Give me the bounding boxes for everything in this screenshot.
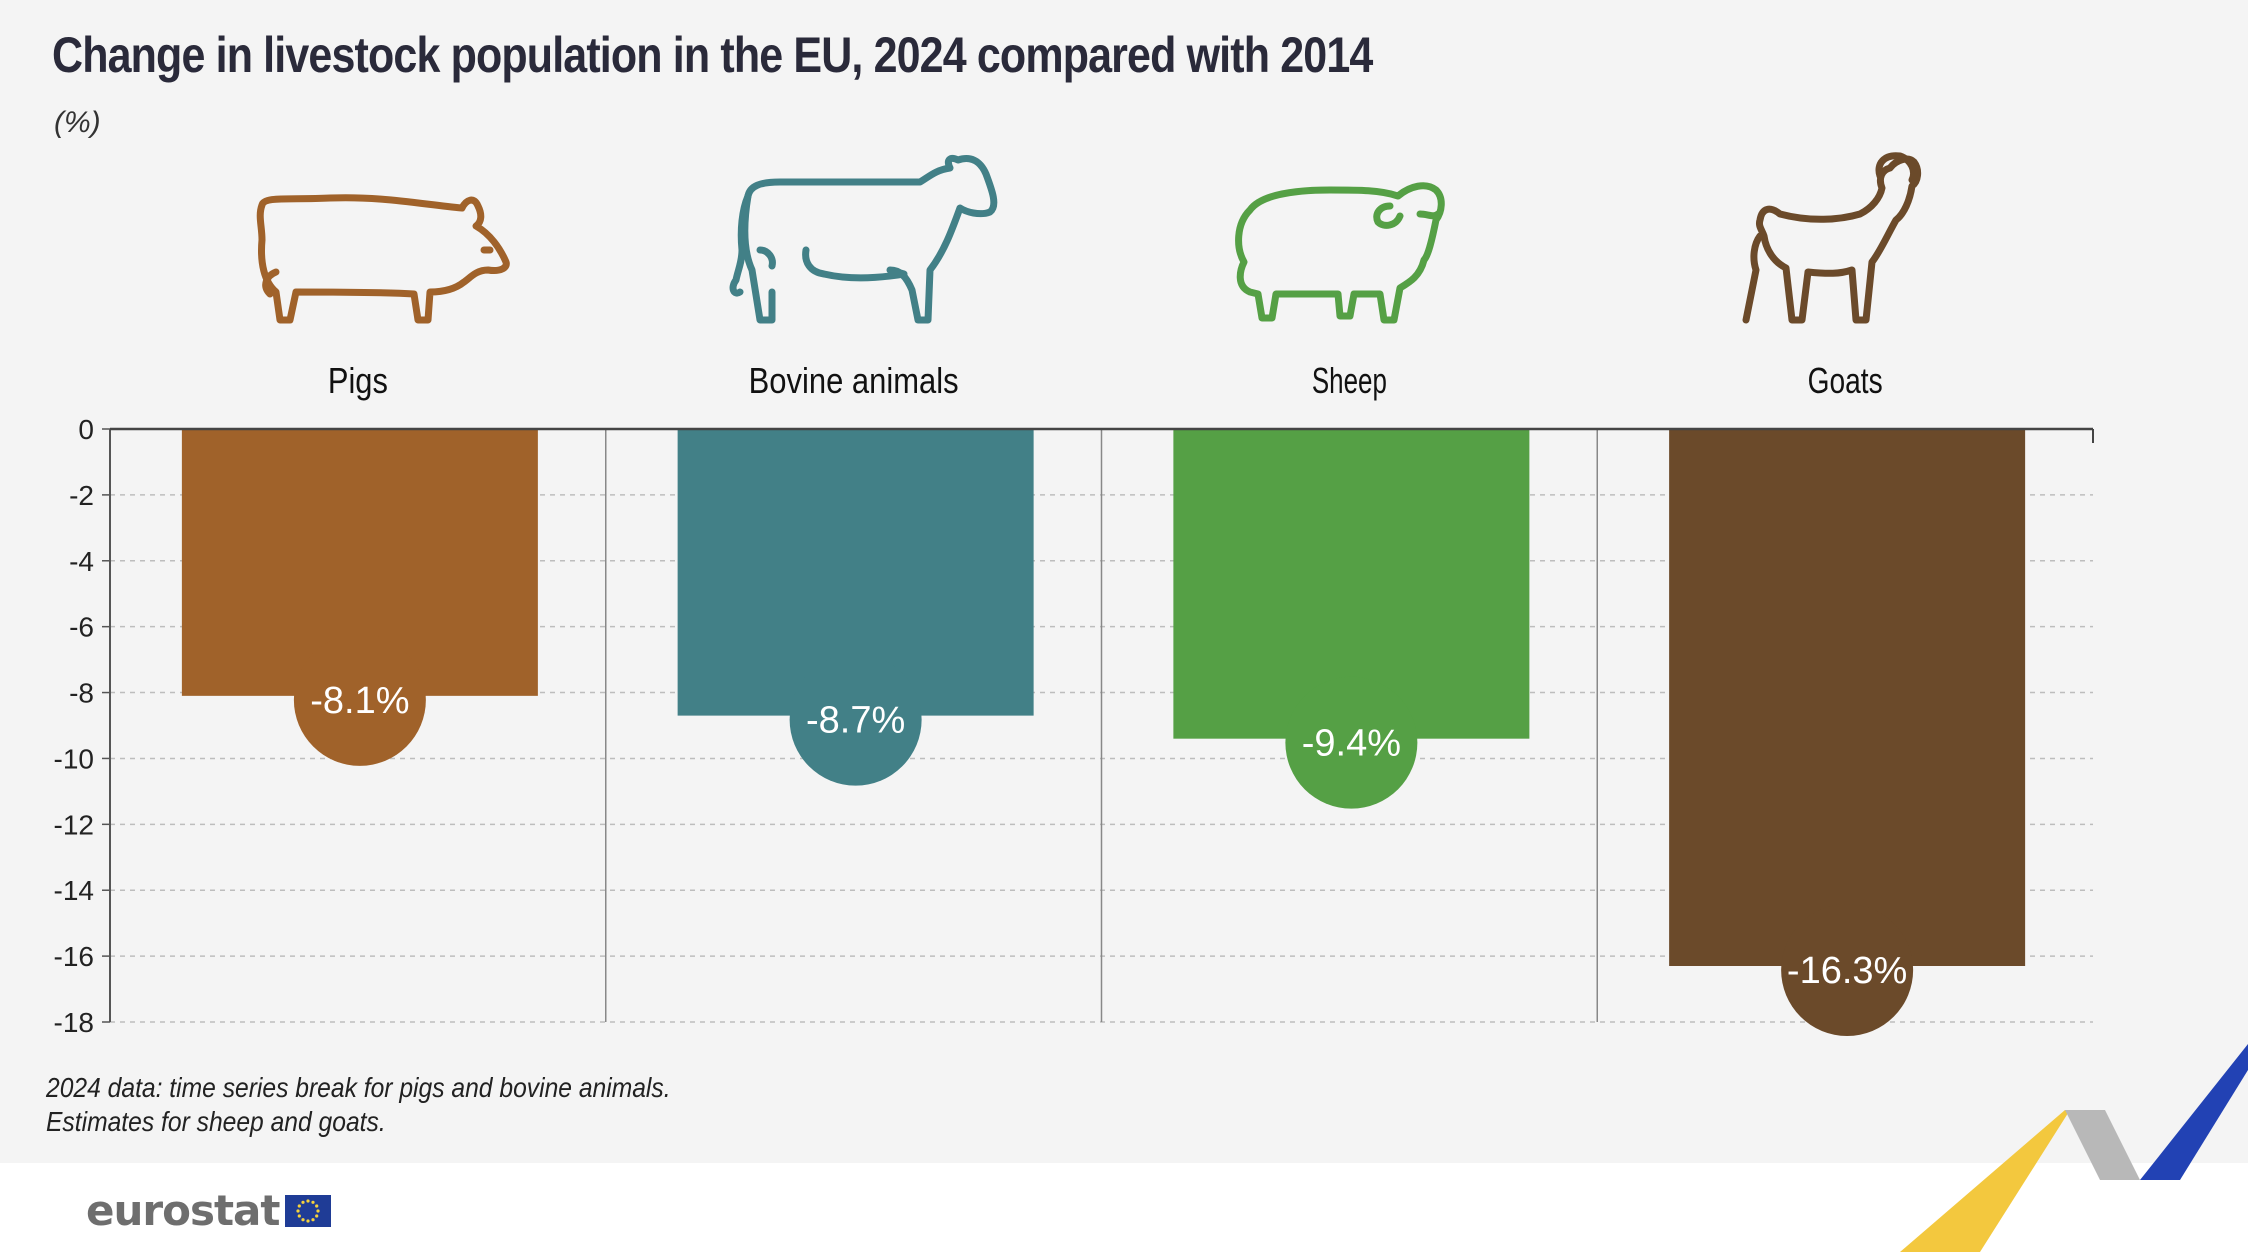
- pig-icon: [256, 194, 510, 324]
- brand-name: eurostat: [86, 1186, 280, 1235]
- category-label: Goats: [1808, 360, 1883, 401]
- y-tick-label: -18: [54, 1007, 94, 1038]
- data-labels: Pigs -8.1% Bovine animals -8.7% Sheep -9.4% Go…: [293, 360, 1914, 1036]
- axes: 0 -2 -4 -6 -8 -10 -12 -14 -16 -18: [54, 414, 2094, 1038]
- data-label: -8.7%: [806, 700, 905, 742]
- eurostat-logo: eurostat: [86, 1186, 332, 1235]
- value-badge: [293, 633, 426, 766]
- decorative-ribbon: [1900, 1044, 2248, 1252]
- data-label: -8.1%: [310, 680, 409, 722]
- y-tick-label: -14: [54, 875, 94, 906]
- bar-goats: [1669, 429, 2026, 966]
- footnote-2: Estimates for sheep and goats.: [46, 1106, 386, 1137]
- category-label: Sheep: [1312, 360, 1387, 401]
- goat-icon: [1742, 152, 1922, 324]
- y-tick-label: -2: [69, 480, 94, 511]
- data-label: -9.4%: [1302, 723, 1401, 765]
- y-tick-label: -12: [54, 809, 94, 840]
- chart-title: Change in livestock population in the EU…: [52, 27, 1373, 83]
- y-tick-label: -8: [69, 678, 94, 709]
- y-tick-label: -16: [54, 941, 94, 972]
- y-tick-label: -6: [69, 612, 94, 643]
- y-tick-label: 0: [78, 414, 94, 445]
- category-label: Bovine animals: [749, 360, 959, 401]
- category-label: Pigs: [328, 360, 388, 401]
- eu-flag-icon: [285, 1194, 332, 1227]
- chart-unit: (%): [54, 106, 101, 139]
- footnote-1: 2024 data: time series break for pigs an…: [46, 1072, 671, 1103]
- sheep-icon: [1235, 182, 1445, 324]
- y-tick-label: -10: [54, 743, 94, 774]
- value-badge: [789, 653, 922, 786]
- y-tick-label: -4: [69, 546, 94, 577]
- footer-band: [0, 1163, 2248, 1252]
- data-label: -16.3%: [1787, 950, 1907, 992]
- value-badge: [1781, 903, 1914, 1036]
- cow-icon: [729, 154, 998, 324]
- value-badge: [1285, 676, 1418, 809]
- bars: [181, 429, 2026, 966]
